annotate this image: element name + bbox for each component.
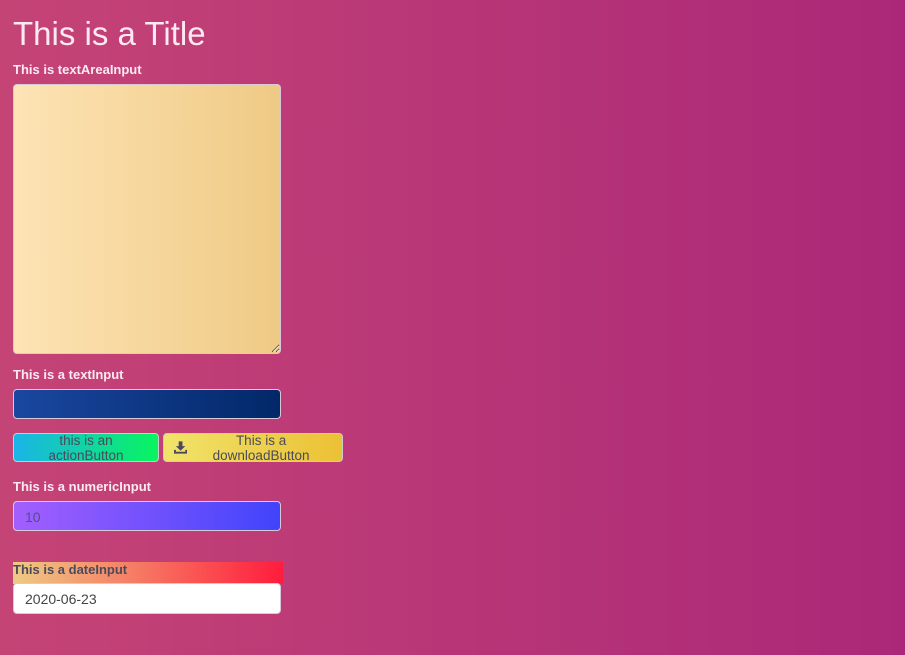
numeric-input-label: This is a numericInput <box>13 479 151 494</box>
date-input-label: This is a dateInput <box>13 562 128 577</box>
action-button[interactable]: this is an actionButton <box>13 433 159 463</box>
text-input[interactable] <box>13 389 281 419</box>
page-title: This is a Title <box>13 15 206 52</box>
date-input[interactable]: 2020-06-23 <box>13 583 281 614</box>
textarea-input[interactable] <box>13 84 281 354</box>
text-input-label: This is a textInput <box>13 367 124 382</box>
download-icon <box>174 441 188 454</box>
numeric-input[interactable]: 10 <box>13 501 281 531</box>
download-button[interactable]: This is a downloadButton <box>163 432 343 463</box>
download-button-label: This is a downloadButton <box>212 432 310 463</box>
textarea-label: This is textAreaInput <box>13 62 142 77</box>
